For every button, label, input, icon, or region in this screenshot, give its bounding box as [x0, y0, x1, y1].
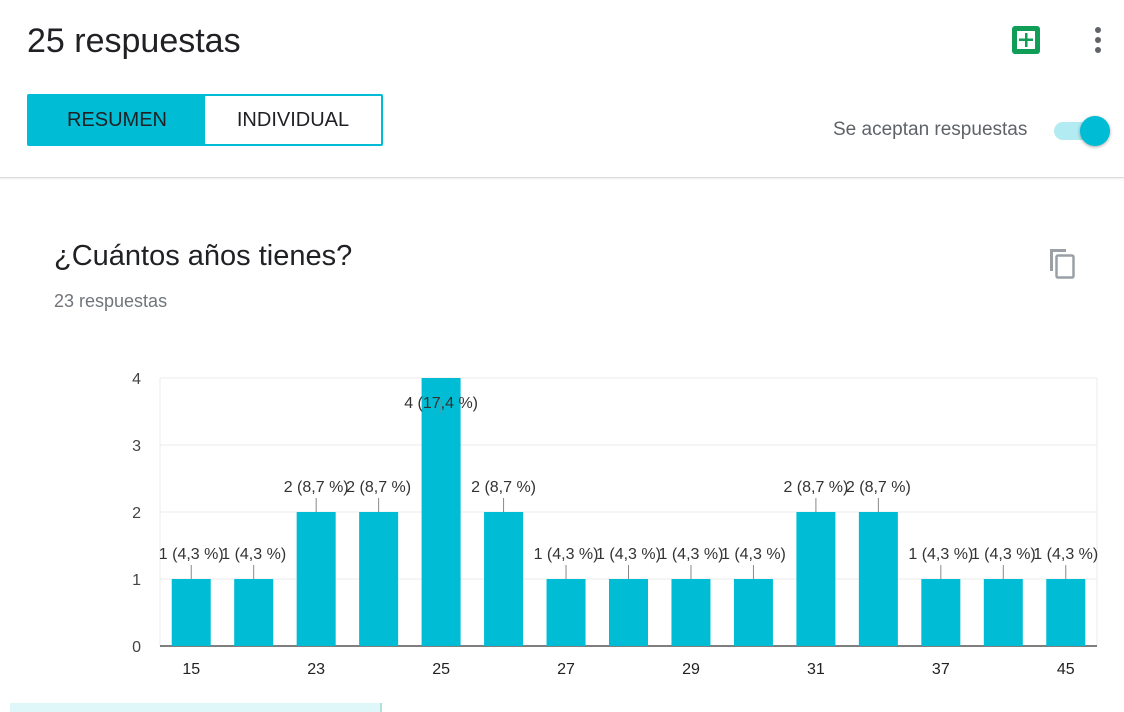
accepting-responses-label: Se aceptan respuestas — [833, 119, 1028, 140]
data-label: 2 (8,7 %) — [346, 479, 411, 496]
bar-28 — [609, 579, 648, 646]
data-label: 4 (17,4 %) — [404, 395, 478, 412]
x-tick-label: 31 — [807, 661, 825, 678]
responses-count-title: 25 respuestas — [27, 22, 241, 60]
data-label: 1 (4,3 %) — [659, 546, 724, 563]
data-label: 1 (4,3 %) — [596, 546, 661, 563]
x-tick-label: 27 — [557, 661, 575, 678]
tab-resumen[interactable]: RESUMEN — [29, 96, 205, 144]
bar-25 — [421, 378, 461, 646]
y-tick-label: 3 — [132, 438, 141, 455]
x-tick-label: 37 — [932, 661, 950, 678]
x-tick-label: 15 — [182, 661, 200, 678]
data-label: 2 (8,7 %) — [846, 479, 911, 496]
accepting-responses-toggle[interactable] — [1054, 116, 1112, 146]
more-vert-icon[interactable] — [1086, 24, 1110, 56]
data-label: 1 (4,3 %) — [534, 546, 599, 563]
y-tick-label: 4 — [132, 371, 141, 388]
bar-23 — [296, 512, 336, 646]
sheets-add-icon[interactable] — [1011, 25, 1041, 55]
bar-26 — [484, 512, 524, 646]
bar-27 — [546, 579, 586, 646]
y-tick-label: 0 — [132, 639, 141, 656]
bar-20 — [234, 579, 274, 646]
data-label: 2 (8,7 %) — [284, 479, 349, 496]
x-tick-label: 29 — [682, 661, 700, 678]
bar-31 — [796, 512, 836, 646]
data-label: 1 (4,3 %) — [1033, 546, 1098, 563]
bar-33 — [858, 512, 898, 646]
x-tick-label: 25 — [432, 661, 450, 678]
x-tick-label: 45 — [1057, 661, 1075, 678]
view-tabs: RESUMEN INDIVIDUAL — [27, 94, 383, 146]
next-question-card-edge — [10, 703, 382, 712]
data-label: 1 (4,3 %) — [908, 546, 973, 563]
bar-45 — [1046, 579, 1086, 646]
copy-icon[interactable] — [1046, 245, 1078, 281]
data-label: 2 (8,7 %) — [471, 479, 536, 496]
bar-37 — [921, 579, 961, 646]
data-label: 1 (4,3 %) — [159, 546, 224, 563]
summary-header: 25 respuestas RESUMEN INDIVIDUAL Se acep… — [0, 0, 1124, 178]
x-tick-label: 23 — [307, 661, 325, 678]
data-label: 1 (4,3 %) — [971, 546, 1036, 563]
tab-individual[interactable]: INDIVIDUAL — [236, 108, 350, 131]
question-title: ¿Cuántos años tienes? — [54, 240, 353, 272]
bar-29 — [671, 579, 711, 646]
data-label: 1 (4,3 %) — [721, 546, 786, 563]
bar-15 — [171, 579, 211, 646]
question-response-count: 23 respuestas — [54, 291, 168, 311]
data-label: 2 (8,7 %) — [783, 479, 848, 496]
toggle-knob — [1080, 116, 1110, 146]
data-label: 1 (4,3 %) — [221, 546, 286, 563]
bar-24 — [359, 512, 399, 646]
y-tick-label: 1 — [132, 572, 141, 589]
bar-30 — [733, 579, 773, 646]
y-tick-label: 2 — [132, 505, 141, 522]
bar-40 — [983, 579, 1023, 646]
